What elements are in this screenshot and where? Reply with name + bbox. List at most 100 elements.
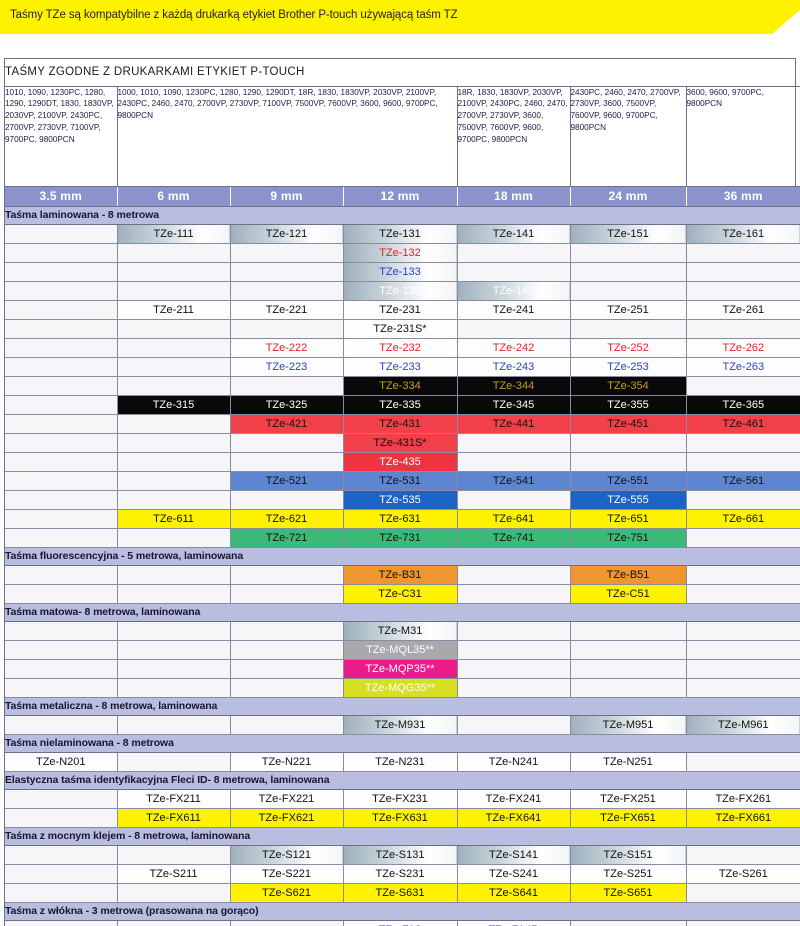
tape-cell-tze365[interactable]: TZe-365 bbox=[686, 395, 800, 415]
tape-cell-tze651[interactable]: TZe-651 bbox=[570, 509, 687, 529]
tape-cell-tze133[interactable]: TZe-133 bbox=[343, 262, 458, 282]
tape-cell-tzen201[interactable]: TZe-N201 bbox=[5, 752, 118, 772]
tape-cell-tzes231[interactable]: TZe-S231 bbox=[343, 864, 458, 884]
tape-cell-tze541[interactable]: TZe-541 bbox=[457, 471, 571, 491]
tape-cell-tzefx631[interactable]: TZe-FX631 bbox=[343, 808, 458, 828]
tape-cell-tze251[interactable]: TZe-251 bbox=[570, 300, 687, 320]
tape-cell-tze631[interactable]: TZe-631 bbox=[343, 509, 458, 529]
tape-cell-tze132[interactable]: TZe-132 bbox=[343, 243, 458, 263]
tape-cell-tze431[interactable]: TZe-431 bbox=[343, 414, 458, 434]
tape-cell-tzes151[interactable]: TZe-S151 bbox=[570, 845, 687, 865]
tape-cell-tze641[interactable]: TZe-641 bbox=[457, 509, 571, 529]
tape-cell-tzemqg35[interactable]: TZe-MQG35** bbox=[343, 678, 458, 698]
tape-cell-tze121[interactable]: TZe-121 bbox=[230, 224, 344, 244]
tape-cell-tze233[interactable]: TZe-233 bbox=[343, 357, 458, 377]
tape-cell-tze231s[interactable]: TZe-231S* bbox=[343, 319, 458, 339]
tape-cell-tzefx251[interactable]: TZe-FX251 bbox=[570, 789, 687, 809]
tape-cell-tze221[interactable]: TZe-221 bbox=[230, 300, 344, 320]
tape-cell-tze435[interactable]: TZe-435 bbox=[343, 452, 458, 472]
tape-cell-tze334[interactable]: TZe-334 bbox=[343, 376, 458, 396]
tape-cell-tzes631[interactable]: TZe-S631 bbox=[343, 883, 458, 903]
tape-cell-tzen221[interactable]: TZe-N221 bbox=[230, 752, 344, 772]
tape-cell-tze551[interactable]: TZe-551 bbox=[570, 471, 687, 491]
tape-cell-tzec51[interactable]: TZe-C51 bbox=[570, 584, 687, 604]
tape-cell-tze344[interactable]: TZe-344 bbox=[457, 376, 571, 396]
tape-cell-tzefa3[interactable]: TZe-FA3 bbox=[343, 920, 458, 926]
tape-cell-tze211[interactable]: TZe-211 bbox=[117, 300, 231, 320]
tape-cell-tzeb51[interactable]: TZe-B51 bbox=[570, 565, 687, 585]
tape-cell-tze252[interactable]: TZe-252 bbox=[570, 338, 687, 358]
tape-cell-tzeb31[interactable]: TZe-B31 bbox=[343, 565, 458, 585]
tape-cell-tzefx261[interactable]: TZe-FX261 bbox=[686, 789, 800, 809]
tape-cell-tze243[interactable]: TZe-243 bbox=[457, 357, 571, 377]
size-header-35mm[interactable]: 3.5 mm bbox=[5, 186, 118, 207]
tape-cell-tzemqp35[interactable]: TZe-MQP35** bbox=[343, 659, 458, 679]
tape-cell-tze531[interactable]: TZe-531 bbox=[343, 471, 458, 491]
tape-cell-tze241[interactable]: TZe-241 bbox=[457, 300, 571, 320]
tape-cell-tzes241[interactable]: TZe-S241 bbox=[457, 864, 571, 884]
tape-cell-tze242[interactable]: TZe-242 bbox=[457, 338, 571, 358]
tape-cell-tze535[interactable]: TZe-535 bbox=[343, 490, 458, 510]
tape-cell-tze232[interactable]: TZe-232 bbox=[343, 338, 458, 358]
tape-cell-tze611[interactable]: TZe-611 bbox=[117, 509, 231, 529]
tape-cell-tzefx211[interactable]: TZe-FX211 bbox=[117, 789, 231, 809]
tape-cell-tzemql35[interactable]: TZe-MQL35** bbox=[343, 640, 458, 660]
tape-cell-tze131[interactable]: TZe-131 bbox=[343, 224, 458, 244]
tape-cell-tze555[interactable]: TZe-555 bbox=[570, 490, 687, 510]
tape-cell-tzes221[interactable]: TZe-S221 bbox=[230, 864, 344, 884]
tape-cell-tzec31[interactable]: TZe-C31 bbox=[343, 584, 458, 604]
size-header-9mm[interactable]: 9 mm bbox=[230, 186, 344, 207]
tape-cell-tze335[interactable]: TZe-335 bbox=[343, 395, 458, 415]
tape-cell-tzes641[interactable]: TZe-S641 bbox=[457, 883, 571, 903]
tape-cell-tze561[interactable]: TZe-561 bbox=[686, 471, 800, 491]
tape-cell-tzes621[interactable]: TZe-S621 bbox=[230, 883, 344, 903]
tape-cell-tze621[interactable]: TZe-621 bbox=[230, 509, 344, 529]
tape-cell-tze751[interactable]: TZe-751 bbox=[570, 528, 687, 548]
tape-cell-tze231[interactable]: TZe-231 bbox=[343, 300, 458, 320]
tape-cell-tzefx651[interactable]: TZe-FX651 bbox=[570, 808, 687, 828]
tape-cell-tze253[interactable]: TZe-253 bbox=[570, 357, 687, 377]
size-header-24mm[interactable]: 24 mm bbox=[570, 186, 687, 207]
tape-cell-tzefx611[interactable]: TZe-FX611 bbox=[117, 808, 231, 828]
tape-cell-tzefx621[interactable]: TZe-FX621 bbox=[230, 808, 344, 828]
tape-cell-tze262[interactable]: TZe-262 bbox=[686, 338, 800, 358]
tape-cell-tzefx221[interactable]: TZe-FX221 bbox=[230, 789, 344, 809]
tape-cell-tzes121[interactable]: TZe-S121 bbox=[230, 845, 344, 865]
size-header-18mm[interactable]: 18 mm bbox=[457, 186, 571, 207]
tape-cell-tzefa4b[interactable]: TZe-FA4B bbox=[457, 920, 571, 926]
tape-cell-tze145[interactable]: TZe-145 bbox=[457, 281, 571, 301]
tape-cell-tze141[interactable]: TZe-141 bbox=[457, 224, 571, 244]
tape-cell-tzem961[interactable]: TZe-M961 bbox=[686, 715, 800, 735]
tape-cell-tzen231[interactable]: TZe-N231 bbox=[343, 752, 458, 772]
tape-cell-tzem951[interactable]: TZe-M951 bbox=[570, 715, 687, 735]
tape-cell-tze441[interactable]: TZe-441 bbox=[457, 414, 571, 434]
tape-cell-tze222[interactable]: TZe-222 bbox=[230, 338, 344, 358]
tape-cell-tze223[interactable]: TZe-223 bbox=[230, 357, 344, 377]
size-header-36mm[interactable]: 36 mm bbox=[686, 186, 800, 207]
tape-cell-tze421[interactable]: TZe-421 bbox=[230, 414, 344, 434]
tape-cell-tze354[interactable]: TZe-354 bbox=[570, 376, 687, 396]
tape-cell-tze741[interactable]: TZe-741 bbox=[457, 528, 571, 548]
tape-cell-tze451[interactable]: TZe-451 bbox=[570, 414, 687, 434]
tape-cell-tze355[interactable]: TZe-355 bbox=[570, 395, 687, 415]
tape-cell-tzes131[interactable]: TZe-S131 bbox=[343, 845, 458, 865]
tape-cell-tze721[interactable]: TZe-721 bbox=[230, 528, 344, 548]
tape-cell-tzes211[interactable]: TZe-S211 bbox=[117, 864, 231, 884]
tape-cell-tzefx241[interactable]: TZe-FX241 bbox=[457, 789, 571, 809]
tape-cell-tze111[interactable]: TZe-111 bbox=[117, 224, 231, 244]
tape-cell-tze315[interactable]: TZe-315 bbox=[117, 395, 231, 415]
tape-cell-tzes251[interactable]: TZe-S251 bbox=[570, 864, 687, 884]
tape-cell-tze325[interactable]: TZe-325 bbox=[230, 395, 344, 415]
tape-cell-tzefx661[interactable]: TZe-FX661 bbox=[686, 808, 800, 828]
tape-cell-tze261[interactable]: TZe-261 bbox=[686, 300, 800, 320]
tape-cell-tze135[interactable]: TZe-135 bbox=[343, 281, 458, 301]
tape-cell-tze661[interactable]: TZe-661 bbox=[686, 509, 800, 529]
tape-cell-tze521[interactable]: TZe-521 bbox=[230, 471, 344, 491]
tape-cell-tzefx231[interactable]: TZe-FX231 bbox=[343, 789, 458, 809]
tape-cell-tzen251[interactable]: TZe-N251 bbox=[570, 752, 687, 772]
tape-cell-tzes141[interactable]: TZe-S141 bbox=[457, 845, 571, 865]
tape-cell-tzen241[interactable]: TZe-N241 bbox=[457, 752, 571, 772]
tape-cell-tze345[interactable]: TZe-345 bbox=[457, 395, 571, 415]
tape-cell-tze431s[interactable]: TZe-431S* bbox=[343, 433, 458, 453]
size-header-12mm[interactable]: 12 mm bbox=[343, 186, 458, 207]
